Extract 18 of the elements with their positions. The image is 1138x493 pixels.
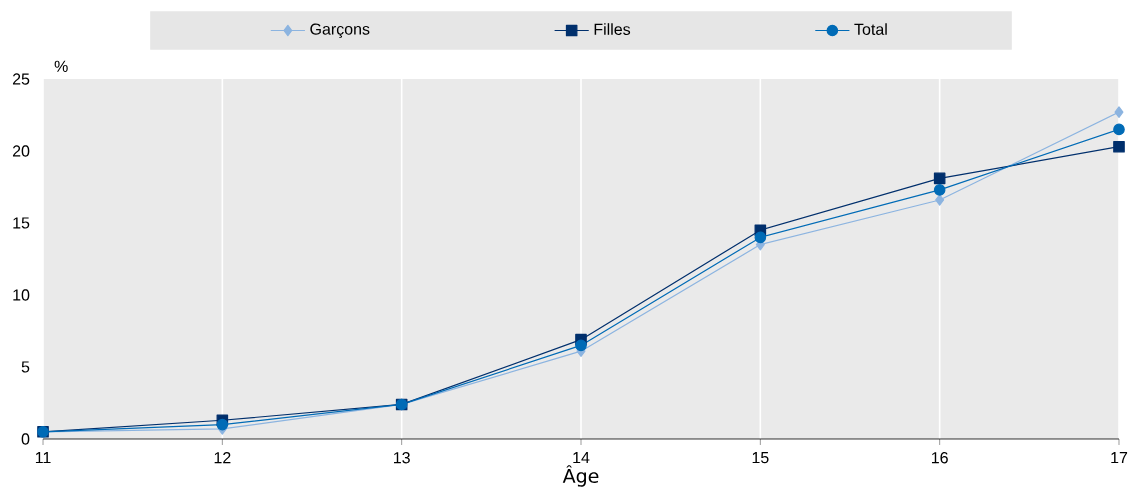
y-tick-label: 25	[12, 73, 30, 85]
x-tick-label: 13	[394, 451, 410, 464]
x-tick-label: 17	[1111, 451, 1128, 463]
legend-label: Garçons	[310, 23, 370, 38]
x-tick-label: 15	[752, 451, 769, 464]
y-tick-label: 5	[21, 361, 30, 373]
x-tick-label: 11	[35, 451, 51, 463]
y-tick-label: 0	[21, 433, 30, 445]
x-tick-label: 14	[573, 451, 590, 463]
y-tick-label: 15	[13, 217, 30, 229]
legend-label: Filles	[594, 23, 631, 35]
y-axis-title: %	[54, 60, 68, 72]
x-tick-label: 16	[931, 451, 948, 464]
x-tick-label: 12	[214, 451, 231, 464]
legend-label: Total	[854, 23, 887, 35]
x-axis-title: Âge	[562, 464, 599, 487]
y-tick-label: 20	[12, 145, 30, 157]
y-tick-label: 10	[13, 289, 30, 301]
